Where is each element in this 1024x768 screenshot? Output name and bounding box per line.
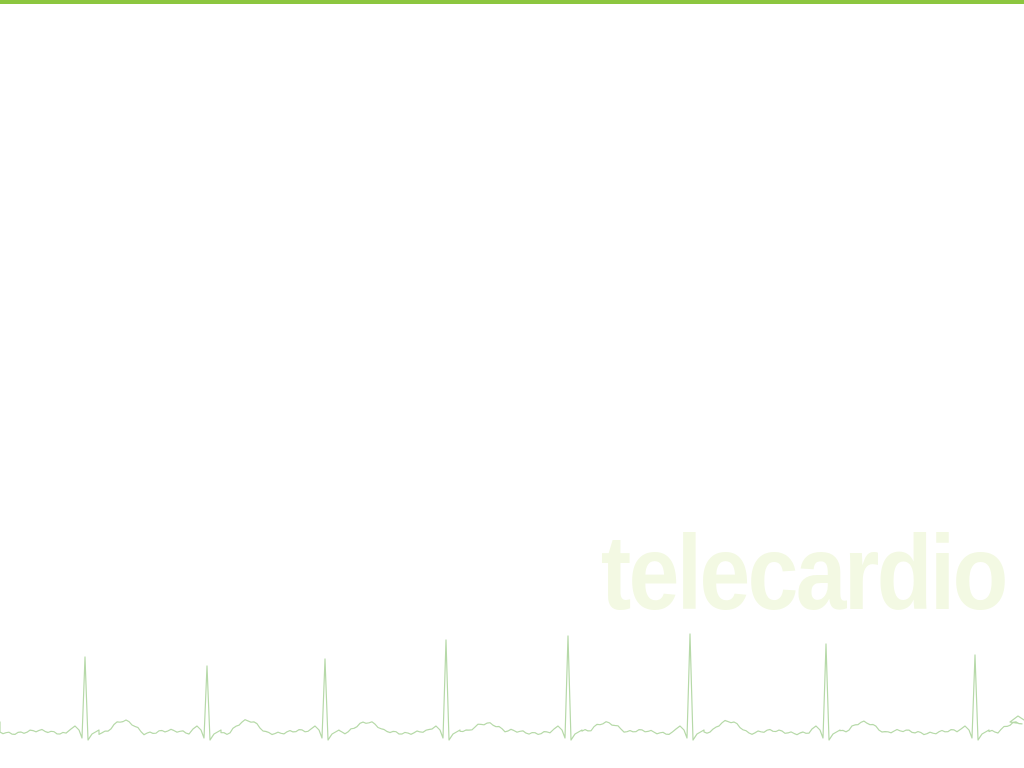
ecg-trace-icon xyxy=(0,633,1024,741)
telecardio-watermark: telecardio xyxy=(601,514,1008,632)
top-accent-bar xyxy=(0,0,1024,4)
ecg-line xyxy=(0,633,1024,741)
